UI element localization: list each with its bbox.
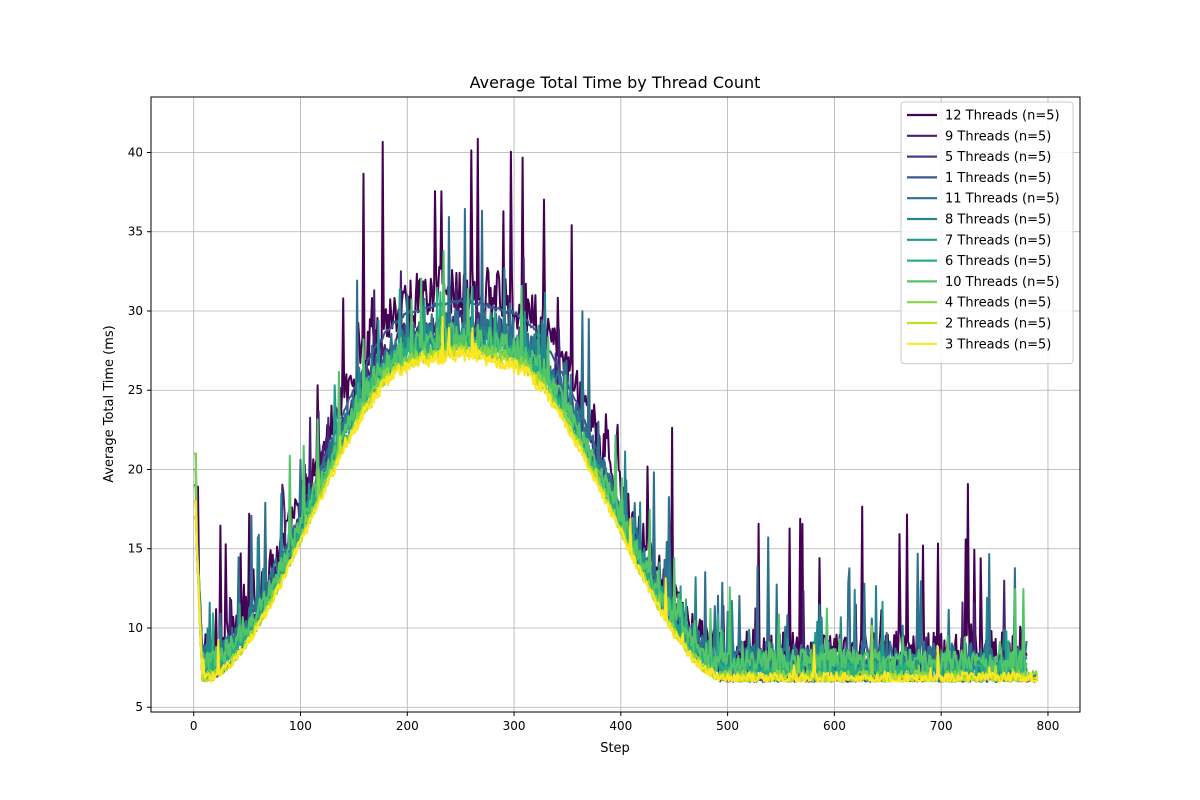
y-tick-label: 5: [135, 700, 143, 714]
y-tick-label: 30: [128, 304, 143, 318]
x-tick-label: 200: [396, 719, 419, 733]
y-tick-label: 25: [128, 383, 143, 397]
y-axis-label: Average Total Time (ms): [102, 325, 117, 483]
legend-entry: 8 Threads (n=5): [945, 213, 1051, 228]
x-tick-label: 400: [609, 719, 632, 733]
x-tick-label: 700: [930, 719, 953, 733]
legend-entry: 1 Threads (n=5): [945, 171, 1051, 186]
y-tick-label: 15: [128, 542, 143, 556]
legend-entry: 6 Threads (n=5): [945, 254, 1051, 269]
series-layer: [193, 137, 1039, 683]
legend-entry: 9 Threads (n=5): [945, 129, 1051, 144]
legend-entry: 2 Threads (n=5): [945, 317, 1051, 332]
legend-entry: 4 Threads (n=5): [945, 296, 1051, 311]
chart-title: Average Total Time by Thread Count: [470, 73, 761, 92]
series-line: [193, 315, 1039, 683]
legend: 12 Threads (n=5) 9 Threads (n=5) 5 Threads…: [900, 101, 1074, 365]
x-axis-label: Step: [600, 741, 630, 756]
legend-box: [900, 101, 1074, 365]
legend-entry: 7 Threads (n=5): [945, 233, 1051, 248]
legend-entry: 10 Threads (n=5): [945, 275, 1060, 290]
y-tick-label: 35: [128, 225, 143, 239]
x-tick-label: 300: [503, 719, 526, 733]
legend-entry: 5 Threads (n=5): [945, 150, 1051, 165]
y-axis-ticks: 5 10 15 20 25 30 35 40: [128, 145, 151, 714]
x-tick-label: 600: [823, 719, 846, 733]
series-line: [193, 137, 1028, 677]
plot-frame: [150, 96, 1081, 713]
x-axis-ticks: 0 100 200 300 400 500 600 700 800: [190, 712, 1060, 733]
x-tick-label: 100: [289, 719, 312, 733]
y-tick-label: 20: [128, 462, 143, 476]
x-tick-label: 500: [716, 719, 739, 733]
x-tick-label: 800: [1037, 719, 1060, 733]
series-line: [193, 250, 1028, 676]
y-tick-label: 10: [128, 621, 143, 635]
legend-entry: 11 Threads (n=5): [945, 192, 1060, 207]
x-tick-label: 0: [190, 719, 198, 733]
y-tick-label: 40: [128, 145, 143, 159]
legend-entry: 3 Threads (n=5): [945, 337, 1051, 352]
legend-entry: 12 Threads (n=5): [945, 109, 1060, 124]
